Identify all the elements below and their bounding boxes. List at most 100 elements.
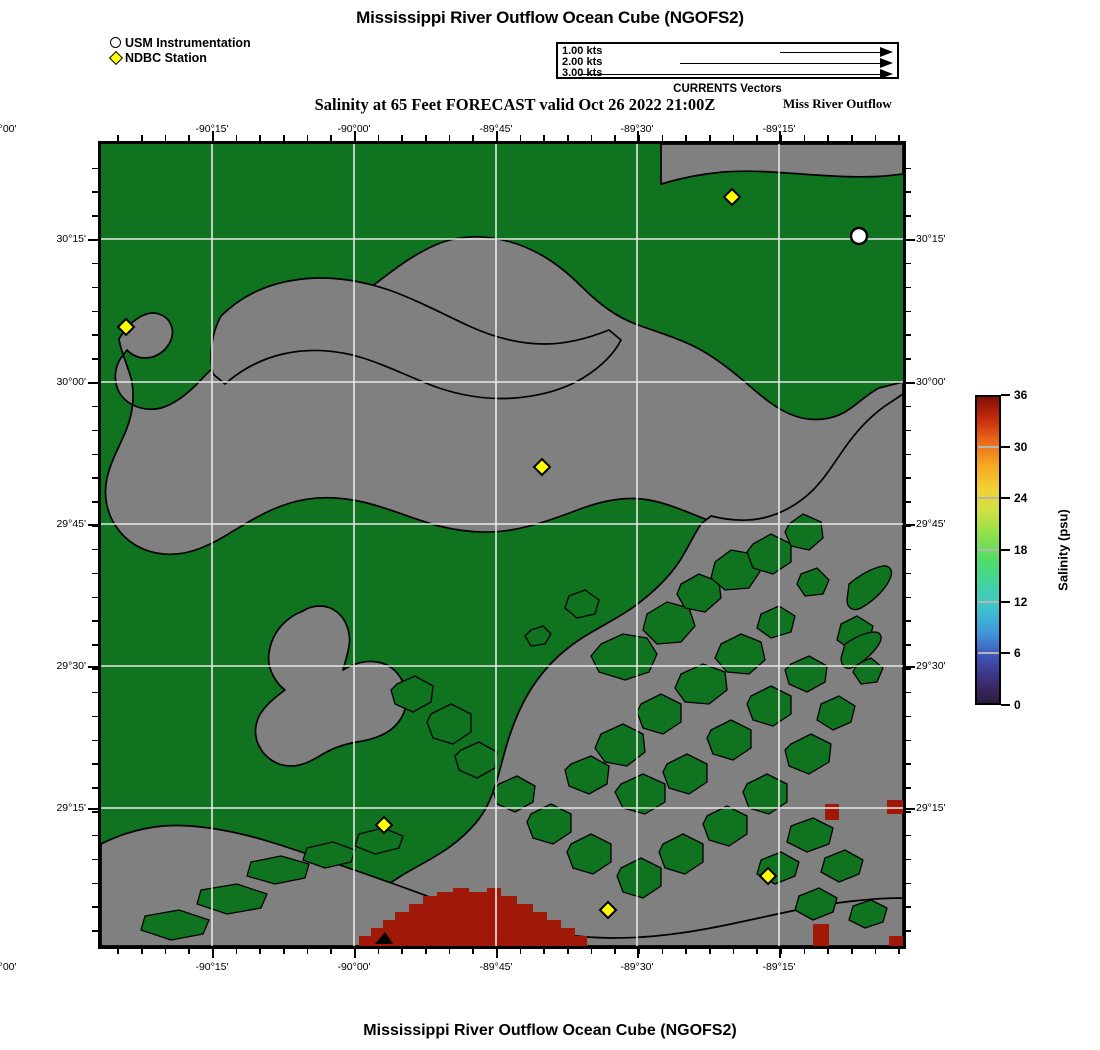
axis-minor-tick bbox=[905, 691, 911, 694]
axis-minor-tick bbox=[472, 135, 474, 141]
axis-minor-tick bbox=[905, 811, 911, 813]
axis-minor-tick bbox=[905, 596, 911, 598]
axis-minor-tick bbox=[905, 453, 911, 455]
axis-minor-tick bbox=[905, 572, 911, 575]
axis-minor-tick bbox=[709, 948, 711, 954]
ndbc-station-marker[interactable] bbox=[722, 187, 742, 207]
footer-title: Mississippi River Outflow Ocean Cube (NG… bbox=[363, 1022, 737, 1039]
colorbar-tick-label: 18 bbox=[1014, 543, 1028, 557]
axis-minor-tick bbox=[685, 135, 687, 141]
axis-minor-tick bbox=[905, 215, 911, 217]
axis-minor-tick bbox=[92, 358, 98, 360]
colorbar-tick-label: 0 bbox=[1014, 698, 1021, 712]
axis-minor-tick bbox=[283, 135, 285, 141]
axis-minor-tick bbox=[92, 668, 98, 670]
axis-minor-tick bbox=[905, 834, 911, 837]
ndbc-station-marker[interactable] bbox=[532, 457, 552, 477]
colorbar: 0 6 12 18 24 30 36 Salinity (psu) bbox=[975, 388, 1095, 712]
axis-major-tick bbox=[212, 948, 214, 958]
axis-tick-label: 30°15' bbox=[56, 233, 86, 245]
axis-minor-tick bbox=[92, 834, 98, 837]
axis-minor-tick bbox=[92, 572, 98, 575]
colorbar-tick-label: 24 bbox=[1014, 491, 1028, 506]
axis-minor-tick bbox=[905, 644, 911, 646]
ndbc-station-marker[interactable] bbox=[374, 815, 394, 835]
axis-tick-label: -89°00' bbox=[0, 123, 17, 135]
axis-major-tick bbox=[637, 131, 639, 141]
map-xticklabels-top: -90°15' -90°00' -89°45' -89°30' -89°15' -89°0… bbox=[0, 123, 1100, 137]
axis-minor-tick bbox=[92, 215, 98, 217]
axis-minor-tick bbox=[905, 501, 911, 503]
axis-tick-label: 30°15' bbox=[916, 233, 946, 245]
ndbc-station-marker[interactable] bbox=[116, 317, 136, 337]
axis-tick-label: 29°45' bbox=[916, 518, 946, 530]
axis-minor-tick bbox=[905, 310, 911, 312]
currents-legend-row: 3.00 kts bbox=[558, 68, 897, 80]
colorbar-gridline bbox=[977, 497, 999, 500]
axis-major-tick bbox=[905, 382, 915, 384]
axis-minor-tick bbox=[472, 948, 474, 954]
axis-major-tick bbox=[637, 948, 639, 958]
axis-minor-tick bbox=[851, 135, 853, 141]
axis-minor-tick bbox=[306, 135, 309, 141]
map-gridlines bbox=[101, 144, 903, 946]
colorbar-tick-label: 12 bbox=[1014, 594, 1028, 609]
map-xticklabels-bottom: -90°15' -90°00' -89°45' -89°30' -89°15' -89°0… bbox=[0, 961, 1100, 975]
axis-tick-label: 30°00' bbox=[916, 376, 946, 388]
axis-minor-tick bbox=[92, 191, 98, 193]
colorbar-tick-label: 6 bbox=[1014, 646, 1021, 661]
map-plot-area[interactable] bbox=[98, 141, 906, 949]
colorbar-gridline bbox=[977, 549, 999, 551]
map-axis-bottom bbox=[101, 948, 903, 958]
axis-minor-tick bbox=[425, 135, 427, 141]
axis-tick-label: 30°00' bbox=[56, 376, 86, 388]
axis-minor-tick bbox=[614, 948, 616, 954]
axis-major-tick bbox=[88, 808, 98, 810]
axis-minor-tick bbox=[377, 948, 380, 954]
axis-minor-tick bbox=[92, 167, 98, 169]
station-markers bbox=[116, 187, 869, 920]
axis-minor-tick bbox=[851, 948, 853, 954]
axis-minor-tick bbox=[306, 948, 309, 954]
map-axis-top bbox=[101, 131, 903, 142]
axis-minor-tick bbox=[92, 739, 98, 741]
axis-major-tick bbox=[905, 524, 915, 526]
axis-tick-label: -89°30' bbox=[620, 961, 654, 973]
map-canvas[interactable] bbox=[101, 144, 903, 946]
axis-major-tick bbox=[779, 948, 781, 958]
ndbc-station-marker[interactable] bbox=[598, 900, 618, 920]
axis-minor-tick bbox=[905, 620, 911, 622]
colorbar-tick bbox=[1001, 445, 1010, 448]
axis-minor-tick bbox=[543, 948, 545, 954]
salinity-cell-high bbox=[359, 888, 587, 946]
axis-minor-tick bbox=[519, 135, 522, 141]
axis-minor-tick bbox=[448, 948, 451, 954]
colorbar-tick bbox=[1001, 704, 1010, 706]
axis-tick-label: 29°30' bbox=[916, 660, 946, 672]
axis-minor-tick bbox=[188, 948, 190, 954]
axis-minor-tick bbox=[905, 548, 911, 551]
axis-minor-tick bbox=[905, 930, 911, 932]
axis-minor-tick bbox=[905, 739, 911, 741]
axis-minor-tick bbox=[330, 135, 332, 141]
currents-legend-caption: CURRENTS Vectors bbox=[673, 83, 782, 95]
axis-minor-tick bbox=[92, 453, 98, 455]
axis-major-tick bbox=[88, 666, 98, 668]
axis-minor-tick bbox=[905, 405, 911, 408]
axis-minor-tick bbox=[448, 135, 451, 141]
ndbc-station-marker[interactable] bbox=[758, 866, 778, 886]
colorbar-tick bbox=[1001, 549, 1010, 551]
colorbar-gridline bbox=[977, 652, 999, 655]
axis-minor-tick bbox=[92, 429, 98, 432]
axis-minor-tick bbox=[905, 763, 911, 765]
axis-major-tick bbox=[779, 131, 781, 141]
usm-instrumentation-marker[interactable] bbox=[849, 226, 869, 246]
axis-tick-label: -89°45' bbox=[479, 961, 513, 973]
axis-major-tick bbox=[354, 131, 356, 141]
axis-minor-tick bbox=[92, 334, 98, 336]
axis-minor-tick bbox=[905, 906, 911, 908]
colorbar-tick bbox=[1001, 394, 1010, 396]
colorbar-tick-label: 36 bbox=[1014, 388, 1028, 402]
axis-minor-tick bbox=[905, 858, 911, 861]
